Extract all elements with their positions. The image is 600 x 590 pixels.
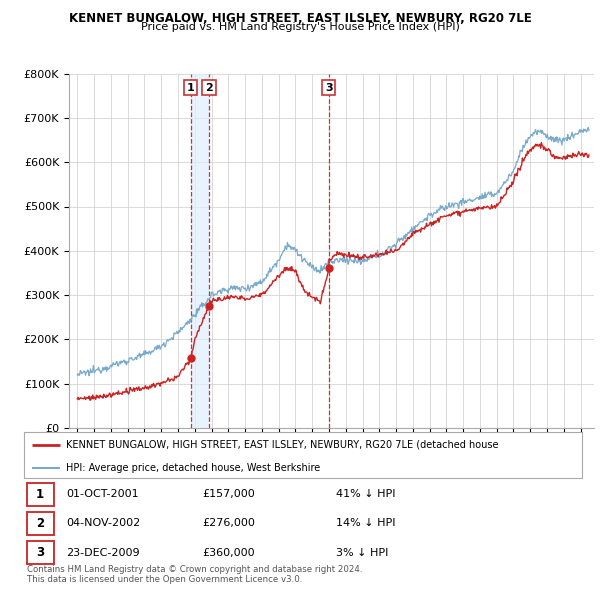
Text: Price paid vs. HM Land Registry's House Price Index (HPI): Price paid vs. HM Land Registry's House …	[140, 22, 460, 32]
Text: £157,000: £157,000	[203, 489, 256, 499]
Text: Contains HM Land Registry data © Crown copyright and database right 2024.: Contains HM Land Registry data © Crown c…	[27, 565, 362, 574]
Text: 01-OCT-2001: 01-OCT-2001	[66, 489, 139, 499]
Text: 2: 2	[205, 83, 213, 93]
Text: KENNET BUNGALOW, HIGH STREET, EAST ILSLEY, NEWBURY, RG20 7LE (detached house: KENNET BUNGALOW, HIGH STREET, EAST ILSLE…	[66, 440, 499, 450]
FancyBboxPatch shape	[27, 512, 53, 535]
Text: £360,000: £360,000	[203, 548, 255, 558]
Text: 3: 3	[325, 83, 332, 93]
Text: £276,000: £276,000	[203, 519, 256, 528]
Text: 23-DEC-2009: 23-DEC-2009	[66, 548, 139, 558]
Text: HPI: Average price, detached house, West Berkshire: HPI: Average price, detached house, West…	[66, 463, 320, 473]
FancyBboxPatch shape	[27, 541, 53, 564]
Text: 2: 2	[36, 517, 44, 530]
Text: This data is licensed under the Open Government Licence v3.0.: This data is licensed under the Open Gov…	[27, 575, 302, 584]
Text: 3: 3	[36, 546, 44, 559]
Text: 04-NOV-2002: 04-NOV-2002	[66, 519, 140, 528]
Text: 3% ↓ HPI: 3% ↓ HPI	[337, 548, 389, 558]
FancyBboxPatch shape	[27, 483, 53, 506]
Text: KENNET BUNGALOW, HIGH STREET, EAST ILSLEY, NEWBURY, RG20 7LE: KENNET BUNGALOW, HIGH STREET, EAST ILSLE…	[68, 12, 532, 25]
Text: 1: 1	[187, 83, 194, 93]
Text: 41% ↓ HPI: 41% ↓ HPI	[337, 489, 396, 499]
Text: 1: 1	[36, 487, 44, 501]
Text: 14% ↓ HPI: 14% ↓ HPI	[337, 519, 396, 528]
Bar	[191, 74, 209, 428]
